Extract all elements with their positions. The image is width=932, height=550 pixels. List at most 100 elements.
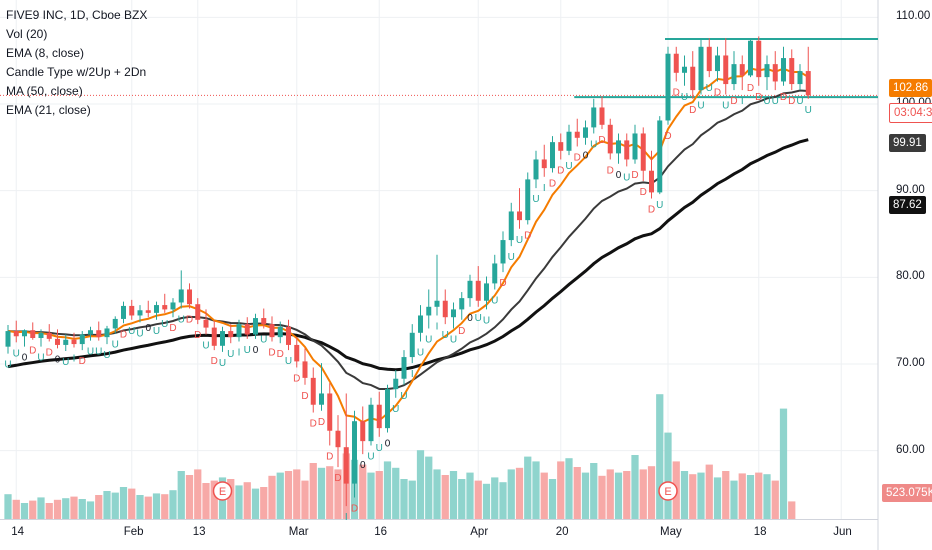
candle: [475, 266, 481, 307]
candle-body: [797, 71, 803, 85]
candle-body: [385, 389, 390, 429]
candle-type-label: U: [202, 341, 209, 352]
candle: [525, 172, 531, 225]
candle: [236, 319, 242, 342]
candle-body: [13, 331, 19, 337]
candle-body: [698, 46, 704, 91]
time-tick-label: 16: [374, 526, 388, 538]
volume-bar: [656, 394, 664, 519]
candle: [673, 46, 679, 82]
volume-bar: [392, 467, 400, 519]
volume-bar: [227, 479, 235, 519]
candle: [756, 36, 762, 86]
candle: [789, 49, 795, 91]
candle-type-label: U: [87, 347, 94, 358]
candle-type-label: U: [483, 315, 490, 326]
candle-body: [558, 142, 564, 151]
volume-bar: [144, 496, 152, 519]
candle: [616, 133, 621, 164]
candle-body: [781, 58, 786, 82]
candle-type-label: D: [194, 330, 201, 341]
candle: [632, 124, 638, 164]
volume-bar: [779, 408, 788, 519]
price-tick-label: 110.00: [896, 10, 931, 23]
candle-type-label: D: [293, 373, 300, 384]
legend-volume[interactable]: Vol (20): [6, 27, 48, 41]
candle: [38, 329, 44, 347]
candle: [178, 270, 184, 309]
candle: [360, 406, 366, 455]
candle-body: [244, 324, 250, 335]
volume-bar: [86, 501, 95, 519]
candle-body: [599, 107, 605, 125]
volume-badge: 523.075K: [882, 484, 932, 502]
candle: [706, 38, 712, 78]
candle-body: [640, 133, 646, 171]
volume-bar: [152, 493, 161, 519]
candle-body: [434, 300, 440, 307]
legend-ma50[interactable]: MA (50, close): [6, 84, 83, 98]
candle: [426, 289, 432, 329]
candle: [319, 363, 324, 411]
legend-ema8[interactable]: EMA (8, close): [6, 46, 85, 60]
volume-bar: [697, 472, 705, 519]
candle-body: [88, 330, 93, 335]
candle-type-label: I: [543, 183, 546, 194]
candle-type-label: U: [491, 295, 498, 306]
candle-type-label: D: [458, 326, 465, 337]
candle-body: [187, 289, 192, 305]
volume-bar: [301, 480, 309, 519]
candle-type-label: D: [211, 356, 218, 367]
candle-type-label: U: [376, 443, 383, 454]
candle: [550, 136, 555, 173]
candle-body: [145, 310, 151, 313]
candle-type-label: U: [475, 313, 482, 324]
volume-bar: [210, 480, 218, 519]
candle: [748, 38, 753, 78]
candle-body: [764, 64, 770, 78]
candle-type-label: U: [103, 350, 110, 361]
candle: [129, 299, 135, 320]
volume-bar: [78, 499, 86, 519]
ema21-line: [7, 89, 809, 390]
volume-bar: [375, 471, 383, 519]
candle: [220, 326, 225, 352]
candle: [508, 202, 514, 247]
candle-type-label: U: [227, 349, 234, 360]
candle-body: [195, 304, 201, 320]
candle: [566, 124, 572, 156]
volume-bar: [713, 477, 722, 519]
candle-body: [203, 319, 209, 328]
candle: [13, 320, 19, 343]
candle-body: [591, 107, 597, 128]
volume-bar: [383, 461, 392, 519]
candle-type-label: I: [411, 369, 414, 380]
candle-body: [228, 331, 234, 338]
legend-ema21[interactable]: EMA (21, close): [6, 103, 91, 117]
candle: [104, 325, 110, 345]
candle-body: [508, 211, 514, 241]
candle-body: [154, 305, 159, 313]
candle-body: [731, 64, 737, 85]
symbol-title[interactable]: FIVE9 INC, 1D, Cboe BZX: [6, 8, 148, 22]
legend-candle-type[interactable]: Candle Type w/2Up + 2Dn: [6, 65, 147, 79]
candle-type-label: U: [244, 345, 251, 356]
candle: [599, 96, 605, 130]
candle-body: [253, 318, 258, 335]
candle-body: [327, 393, 333, 431]
candle-type-label: U: [4, 360, 11, 371]
volume-bar: [466, 472, 474, 519]
candle-body: [368, 404, 374, 442]
candle: [690, 51, 696, 99]
candle: [211, 320, 217, 351]
volume-bar: [235, 485, 243, 519]
ma50-badge: 87.62: [889, 196, 926, 214]
candle: [154, 301, 159, 320]
candle-type-label: U: [681, 92, 688, 103]
candle-type-label: U: [37, 353, 44, 364]
candle-body: [706, 46, 712, 72]
candle-body: [583, 127, 588, 138]
candle-type-label: D: [689, 105, 696, 116]
